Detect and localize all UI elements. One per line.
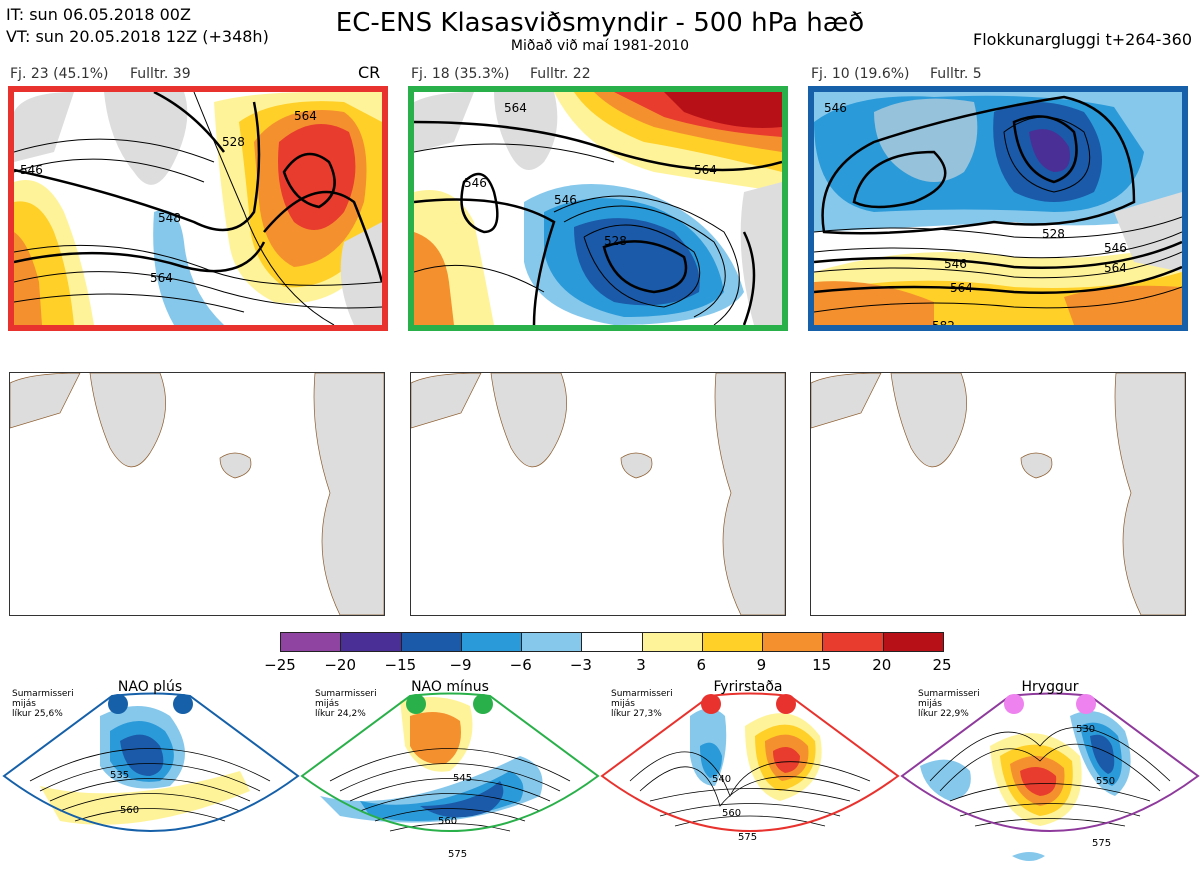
c2-contour-546b: 546 xyxy=(554,193,577,207)
colorbar-tick-6: 3 xyxy=(636,656,646,674)
regime-4-contour-530: 530 xyxy=(1076,724,1095,735)
valid-time-label: VT: sun 20.05.2018 12Z (+348h) xyxy=(6,27,269,46)
colorbar xyxy=(280,632,944,652)
c3-contour-546c: 546 xyxy=(1104,241,1127,255)
cluster-3-rep: Fulltr. 5 xyxy=(930,66,982,82)
regime-2-title: NAO mínus xyxy=(411,679,489,695)
colorbar-tick-9: 15 xyxy=(812,656,832,674)
c3-contour-546a: 546 xyxy=(824,101,847,115)
page-subtitle: Miðað við maí 1981-2010 xyxy=(510,38,690,54)
c3-contour-546b: 546 xyxy=(944,257,967,271)
cluster-1-marker: CR xyxy=(358,63,381,82)
regime-2-contour-545: 545 xyxy=(453,773,472,784)
regime-1-info-3: líkur 25,6% xyxy=(12,709,63,719)
cluster-1-map: 546 548 528 564 564 xyxy=(8,86,388,331)
regime-4-info-3: líkur 22,9% xyxy=(918,709,969,719)
c1-contour-564a: 564 xyxy=(150,271,173,285)
colorbar-swatch-1 xyxy=(341,633,402,651)
colorbar-swatch-7 xyxy=(702,633,764,651)
regime-1-info-1: Sumarmisseri xyxy=(12,689,74,699)
colorbar-tick-0: −25 xyxy=(264,656,296,674)
regime-2-info-3: líkur 24,2% xyxy=(315,709,366,719)
regime-2-contour-560: 560 xyxy=(438,816,457,827)
regime-blocking: Fyrirstaða Sumarmisseri mijás líkur 27,3… xyxy=(600,679,900,843)
c3-contour-582: 582 xyxy=(932,319,955,325)
regime-3-contour-575: 575 xyxy=(738,832,757,843)
colorbar-tick-2: −15 xyxy=(384,656,417,674)
regime-3-info-1: Sumarmisseri xyxy=(611,689,673,699)
colorbar-swatch-5 xyxy=(582,633,643,651)
c3-contour-564b: 564 xyxy=(1104,261,1127,275)
c3-contour-528: 528 xyxy=(1042,227,1065,241)
cluster-3-map: 546 528 546 546 564 564 582 xyxy=(808,86,1188,331)
colorbar-swatch-6 xyxy=(642,633,703,651)
regime-1-title: NAO plús xyxy=(118,679,182,695)
basemap-panel-2 xyxy=(410,372,786,616)
cluster-1-label: Fj. 23 (45.1%) xyxy=(10,66,109,82)
regime-1-info-2: mijás xyxy=(12,699,36,709)
c3-contour-564a: 564 xyxy=(950,281,973,295)
regime-1-contour-535: 535 xyxy=(110,770,129,781)
c1-contour-528: 528 xyxy=(222,135,245,149)
page-title: EC-ENS Klasasviðsmyndir - 500 hPa hæð xyxy=(335,8,865,38)
colorbar-swatch-3 xyxy=(461,633,523,651)
colorbar-tick-4: −6 xyxy=(509,656,532,674)
colorbar-swatch-9 xyxy=(823,633,884,651)
init-time-label: IT: sun 06.05.2018 00Z xyxy=(6,5,191,24)
colorbar-tick-3: −9 xyxy=(449,656,472,674)
colorbar-tick-5: −3 xyxy=(569,656,592,674)
cluster-2-label: Fj. 18 (35.3%) xyxy=(411,66,510,82)
colorbar-tick-1: −20 xyxy=(324,656,356,674)
colorbar-swatch-2 xyxy=(401,633,462,651)
c1-contour-548: 548 xyxy=(158,211,181,225)
c1-contour-564b: 564 xyxy=(294,109,317,123)
cluster-1-rep: Fulltr. 39 xyxy=(130,66,191,82)
colorbar-swatch-8 xyxy=(763,633,824,651)
classification-window: Flokkunargluggi t+264-360 xyxy=(973,30,1192,49)
header-init-time: IT: sun 06.05.2018 00Z VT: sun 20.05.201… xyxy=(6,4,269,48)
regime-1-contour-560: 560 xyxy=(120,805,139,816)
colorbar-swatch-4 xyxy=(522,633,583,651)
c2-contour-564b: 564 xyxy=(694,163,717,177)
regime-4-info-2: mijás xyxy=(918,699,942,709)
regime-3-contour-560: 560 xyxy=(722,808,741,819)
c2-contour-546a: 546 xyxy=(464,176,487,190)
regime-nao-minus: NAO mínus Sumarmisseri mijás líkur 24,2%… xyxy=(300,679,600,860)
regime-4-info-1: Sumarmisseri xyxy=(918,689,980,699)
colorbar-swatch-10 xyxy=(883,633,943,651)
regime-3-info-3: líkur 27,3% xyxy=(611,709,662,719)
regime-2-info-2: mijás xyxy=(315,699,339,709)
regime-4-contour-550: 550 xyxy=(1096,776,1115,787)
basemap-panel-1 xyxy=(9,372,385,616)
cluster-2-rep: Fulltr. 22 xyxy=(530,66,591,82)
c2-contour-564a: 564 xyxy=(504,101,527,115)
colorbar-tick-10: 20 xyxy=(872,656,892,674)
regime-2-info-1: Sumarmisseri xyxy=(315,689,377,699)
regime-3-title: Fyrirstaða xyxy=(714,679,783,695)
regime-nao-plus: NAO plús Sumarmisseri mijás líkur 25,6% … xyxy=(2,679,300,832)
regime-4-title: Hryggur xyxy=(1022,679,1079,695)
colorbar-tick-11: 25 xyxy=(932,656,952,674)
regime-2-contour-575: 575 xyxy=(448,849,467,860)
colorbar-swatch-0 xyxy=(281,633,342,651)
regime-4-contour-575: 575 xyxy=(1092,838,1111,849)
colorbar-tick-8: 9 xyxy=(756,656,767,674)
regime-ridge: Hryggur Sumarmisseri mijás líkur 22,9% 5… xyxy=(900,679,1200,861)
regime-3-contour-540: 540 xyxy=(712,774,731,785)
colorbar-tick-7: 6 xyxy=(696,656,707,674)
cluster-2-map: 564 546 564 546 528 xyxy=(408,86,788,331)
regimes-row: NAO plús Sumarmisseri mijás líkur 25,6% … xyxy=(0,676,1200,871)
cluster-3-label: Fj. 10 (19.6%) xyxy=(811,66,910,82)
regime-3-info-2: mijás xyxy=(611,699,635,709)
c2-contour-528: 528 xyxy=(604,234,627,248)
basemap-panel-3 xyxy=(810,372,1186,616)
c1-contour-546: 546 xyxy=(20,163,43,177)
